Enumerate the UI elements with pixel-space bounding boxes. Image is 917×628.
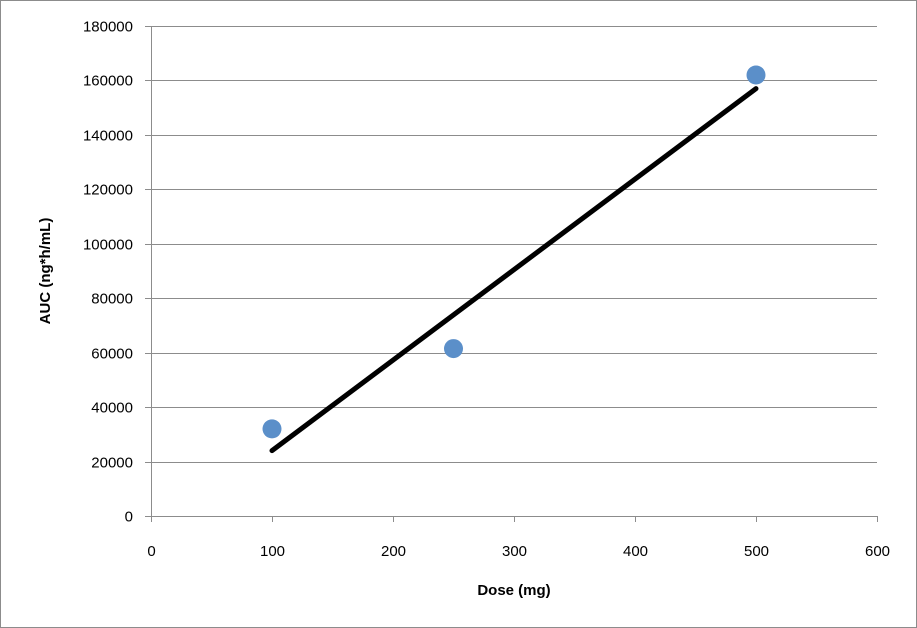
y-tick-label-100000: 100000 [83, 237, 133, 254]
x-axis-title: Dose (mg) [477, 582, 550, 599]
y-axis-title: AUC (ng*h/mL) [37, 218, 54, 325]
x-tick-label-600: 600 [865, 543, 890, 560]
x-tick-label-100: 100 [260, 543, 285, 560]
trendline-group [269, 86, 759, 454]
y-tick-label-160000: 160000 [83, 73, 133, 90]
y-tick-label-120000: 120000 [83, 182, 133, 199]
y-tick-label-140000: 140000 [83, 128, 133, 145]
data-point-100 [262, 419, 282, 439]
y-tick-label-80000: 80000 [91, 291, 133, 308]
y-tick-label-0: 0 [125, 509, 133, 526]
axes [145, 26, 878, 522]
y-tick-label-20000: 20000 [91, 455, 133, 472]
x-tick-label-300: 300 [502, 543, 527, 560]
y-tick-label-180000: 180000 [83, 19, 133, 36]
y-tick-label-60000: 60000 [91, 346, 133, 363]
data-point-250 [444, 339, 463, 359]
x-tick-labels: 0 100 200 300 400 500 600 [147, 543, 890, 560]
y-tick-label-40000: 40000 [91, 400, 133, 417]
data-point-500 [746, 65, 766, 85]
x-tick-label-400: 400 [623, 543, 648, 560]
data-points [262, 65, 766, 439]
x-tick-label-500: 500 [744, 543, 769, 560]
x-tick-label-200: 200 [381, 543, 406, 560]
x-tick-label-0: 0 [147, 543, 155, 560]
trendline [269, 86, 759, 454]
gridlines [151, 26, 877, 463]
y-tick-labels: 0 20000 40000 60000 80000 100000 120000 140000 1… [83, 19, 133, 526]
